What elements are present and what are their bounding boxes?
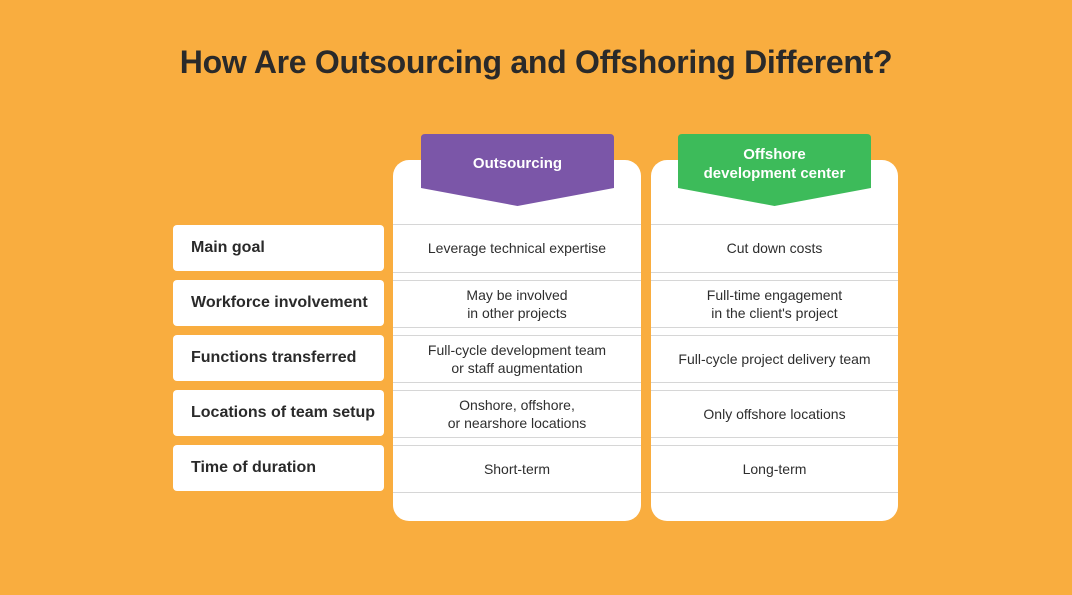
row-label-time-of-duration: Time of duration [173,445,384,491]
outsourcing-column-card [393,160,641,521]
offshore-cell-functions-transferred: Full-cycle project delivery team [651,335,898,383]
outsourcing-header: Outsourcing [421,134,614,206]
offshore-header: Offshore development center [678,134,871,206]
offshore-cell-main-goal: Cut down costs [651,224,898,272]
divider [651,327,898,328]
cell-text: Long-term [742,461,807,477]
cell-text: Leverage technical expertise [427,240,607,256]
divider [651,280,898,281]
divider [651,272,898,273]
divider [393,492,641,493]
outsourcing-cell-workforce-involvement: May be involved in other projects [393,280,641,328]
outsourcing-cell-locations-of-team-setup: Onshore, offshore, or nearshore location… [393,390,641,438]
row-label-main-goal: Main goal [173,225,384,271]
divider [393,272,641,273]
divider [393,390,641,391]
offshore-header-label: Offshore development center [703,146,846,182]
divider [651,224,898,225]
divider [651,382,898,383]
divider [651,390,898,391]
divider [393,445,641,446]
row-label-functions-transferred: Functions transferred [173,335,384,381]
outsourcing-cell-time-of-duration: Short-term [393,445,641,493]
divider [393,224,641,225]
divider [651,492,898,493]
cell-text: May be involved in other projects [466,287,568,321]
divider [651,445,898,446]
divider [393,280,641,281]
cell-text: Only offshore locations [703,406,846,422]
outsourcing-cell-main-goal: Leverage technical expertise [393,224,641,272]
offshore-cell-workforce-involvement: Full-time engagement in the client's pro… [651,280,898,328]
offshore-cell-locations-of-team-setup: Only offshore locations [651,390,898,438]
row-label-workforce-involvement: Workforce involvement [173,280,384,326]
divider [393,437,641,438]
cell-text: Cut down costs [726,240,823,256]
offshore-column-card [651,160,898,521]
cell-text: Full-cycle project delivery team [678,351,871,367]
outsourcing-header-label: Outsourcing [472,155,563,172]
divider [393,335,641,336]
offshore-cell-time-of-duration: Long-term [651,445,898,493]
cell-text: Full-time engagement in the client's pro… [706,287,843,321]
offshore-ribbon-shape [678,134,871,206]
divider [651,335,898,336]
divider [393,382,641,383]
divider [393,327,641,328]
page-title: How Are Outsourcing and Offshoring Diffe… [179,44,893,80]
cell-text: Short-term [483,461,551,477]
row-label-locations-of-team-setup: Locations of team setup [173,390,384,436]
outsourcing-cell-functions-transferred: Full-cycle development team or staff aug… [393,335,641,383]
divider [651,437,898,438]
outsourcing-ribbon-shape [421,134,614,206]
cell-text: Onshore, offshore, or nearshore location… [447,397,587,431]
cell-text: Full-cycle development team or staff aug… [427,342,607,376]
